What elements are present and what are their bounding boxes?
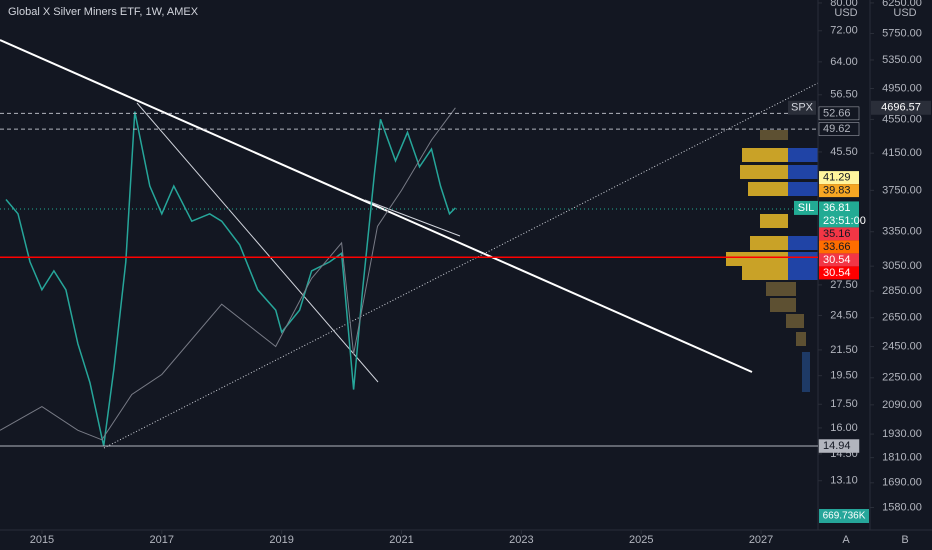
price-label-box bbox=[819, 266, 859, 280]
y2-tick-label: 2650.00 bbox=[882, 312, 922, 324]
trend-line bbox=[136, 102, 379, 383]
y-tick-label: 80.00 bbox=[830, 0, 858, 9]
profile-bar bbox=[766, 282, 796, 296]
price-label: 49.62 bbox=[823, 123, 851, 135]
profile-bar bbox=[788, 252, 818, 266]
y2-tick-label: 3750.00 bbox=[882, 184, 922, 196]
x-tick-label: 2017 bbox=[150, 534, 174, 546]
axis-unit: USD bbox=[834, 7, 857, 19]
y2-tick-label: 2850.00 bbox=[882, 285, 922, 297]
y-tick-label: 16.00 bbox=[830, 422, 858, 434]
profile-bar bbox=[788, 182, 818, 196]
spx-last: 4696.57 bbox=[881, 102, 921, 114]
y2-tick-label: 4550.00 bbox=[882, 113, 922, 125]
x-tick-label: 2025 bbox=[629, 534, 653, 546]
profile-bar bbox=[770, 298, 796, 312]
y2-tick-label: 5350.00 bbox=[882, 54, 922, 66]
x-tick-label: 2015 bbox=[30, 534, 54, 546]
volume-profile bbox=[726, 130, 818, 392]
profile-bar bbox=[760, 214, 788, 228]
y-tick-label: 21.50 bbox=[830, 344, 858, 356]
y-tick-label: 72.00 bbox=[830, 25, 858, 37]
profile-bar bbox=[788, 165, 818, 179]
price-label-box bbox=[819, 171, 859, 185]
price-label-box bbox=[819, 201, 859, 228]
price-label-box bbox=[819, 227, 859, 241]
volume-label-box bbox=[819, 509, 869, 523]
y-tick-label: 13.10 bbox=[830, 475, 858, 487]
profile-bar bbox=[788, 266, 818, 280]
y2-tick-label: 1580.00 bbox=[882, 501, 922, 513]
volume-label: 669.736K bbox=[823, 511, 866, 522]
price-label: 35.16 bbox=[823, 228, 851, 240]
profile-bar bbox=[726, 252, 788, 266]
y-tick-label: 17.50 bbox=[830, 398, 858, 410]
series-tag bbox=[794, 200, 818, 215]
trend-line bbox=[103, 82, 819, 449]
profile-bar bbox=[742, 266, 788, 280]
y2-tick-label: 5750.00 bbox=[882, 27, 922, 39]
x-tick-label: 2027 bbox=[749, 534, 773, 546]
countdown: 23:51:00 bbox=[823, 215, 866, 227]
price-label-box bbox=[819, 240, 859, 254]
price-label: 33.66 bbox=[823, 241, 851, 253]
price-label: 39.83 bbox=[823, 185, 851, 197]
price-label: 36.81 bbox=[823, 202, 851, 214]
y2-tick-label: 4150.00 bbox=[882, 147, 922, 159]
y2-tick-label: 2090.00 bbox=[882, 399, 922, 411]
y-tick-label: 56.50 bbox=[830, 89, 858, 101]
y-tick-label: 45.50 bbox=[830, 146, 858, 158]
x-tick-label: 2019 bbox=[269, 534, 293, 546]
axis-unit: USD bbox=[893, 7, 916, 19]
price-label: 41.29 bbox=[823, 172, 851, 184]
price-label-box bbox=[819, 253, 859, 267]
price-line bbox=[5, 111, 456, 447]
series-tag-label: SIL bbox=[798, 202, 815, 214]
profile-bar bbox=[786, 314, 804, 328]
y2-tick-label: 3350.00 bbox=[882, 226, 922, 238]
price-label-box bbox=[818, 106, 860, 121]
y2-tick-label: 4950.00 bbox=[882, 82, 922, 94]
y2-tick-label: 1690.00 bbox=[882, 477, 922, 489]
price-line bbox=[0, 107, 456, 441]
trend-line bbox=[364, 199, 461, 237]
price-label-box bbox=[818, 439, 860, 453]
y2-tick-label: 6250.00 bbox=[882, 0, 922, 9]
price-label: 52.66 bbox=[823, 107, 851, 119]
y-tick-label: 24.50 bbox=[830, 309, 858, 321]
y-tick-label: 19.50 bbox=[830, 370, 858, 382]
y2-tick-label: 3050.00 bbox=[882, 260, 922, 272]
profile-bar bbox=[788, 148, 818, 162]
y-tick-label: 64.00 bbox=[830, 56, 858, 68]
series-tag bbox=[788, 100, 816, 115]
profile-bar bbox=[760, 130, 788, 140]
profile-bar bbox=[748, 182, 788, 196]
profile-bar bbox=[802, 352, 810, 392]
corner-button[interactable]: A bbox=[842, 534, 850, 546]
x-tick-label: 2023 bbox=[509, 534, 533, 546]
profile-bar bbox=[796, 332, 806, 346]
price-label: 14.94 bbox=[823, 440, 851, 452]
trend-line bbox=[0, 39, 753, 373]
price-label-box bbox=[819, 184, 859, 198]
drawings bbox=[0, 39, 819, 449]
y-tick-label: 27.50 bbox=[830, 279, 858, 291]
spx-last-box bbox=[871, 100, 931, 115]
corner-button[interactable]: B bbox=[901, 534, 908, 546]
y2-tick-label: 2250.00 bbox=[882, 372, 922, 384]
y2-tick-label: 1930.00 bbox=[882, 428, 922, 440]
series-tag-label: SPX bbox=[791, 102, 814, 114]
profile-bar bbox=[788, 236, 818, 250]
y2-tick-label: 2450.00 bbox=[882, 340, 922, 352]
profile-bar bbox=[750, 236, 788, 250]
y2-tick-label: 1810.00 bbox=[882, 452, 922, 464]
price-label: 30.54 bbox=[823, 267, 851, 279]
price-label-box bbox=[818, 122, 860, 136]
x-tick-label: 2021 bbox=[389, 534, 413, 546]
chart-title: Global X Silver Miners ETF, 1W, AMEX bbox=[8, 6, 199, 18]
profile-bar bbox=[740, 165, 788, 179]
price-label: 30.54 bbox=[823, 254, 851, 266]
profile-bar bbox=[742, 148, 788, 162]
